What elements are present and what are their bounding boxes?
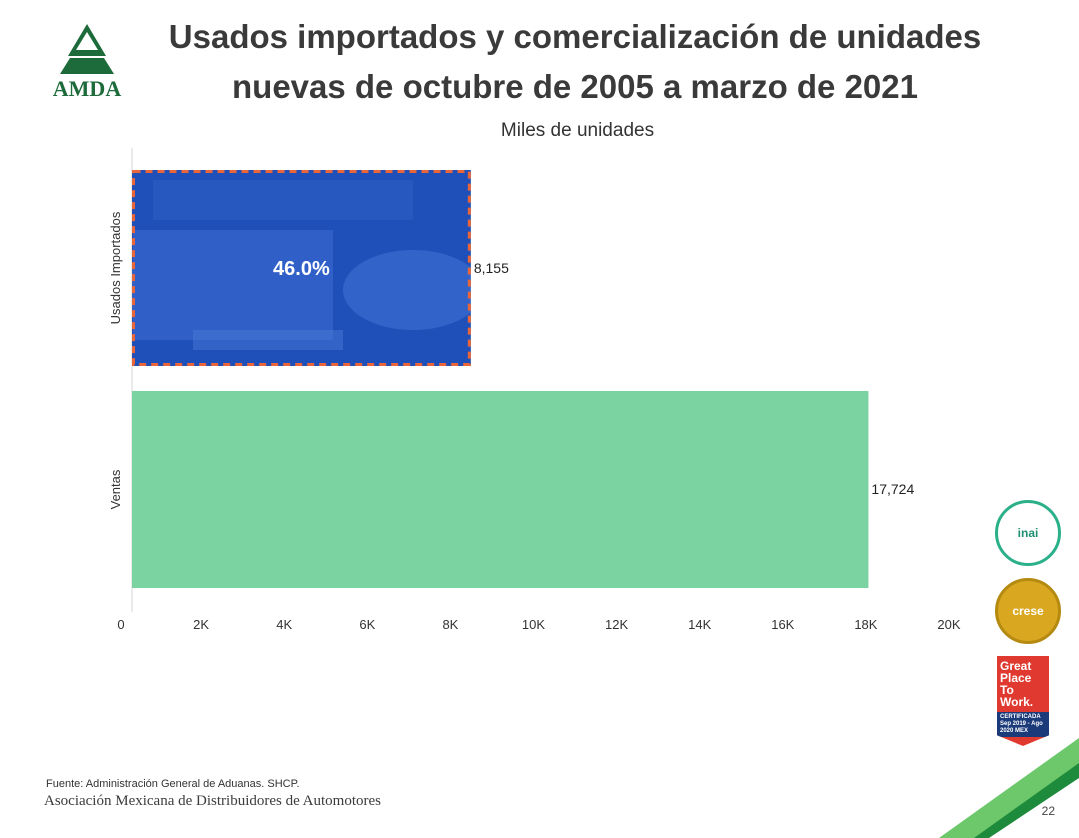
source-note: Fuente: Administración General de Aduana… <box>46 778 300 790</box>
x-tick-label: 2K <box>193 617 209 632</box>
great-place-to-work-badge: Great Place To Work. CERTIFICADA Sep 201… <box>997 656 1049 746</box>
title-line-2: nuevas de octubre de 2005 a marzo de 202… <box>232 68 918 105</box>
logo-text: AMDA <box>53 76 122 101</box>
gptw-line: To <box>1000 683 1014 697</box>
association-name: Asociación Mexicana de Distribuidores de… <box>44 793 382 809</box>
gptw-line: Great <box>1000 659 1032 673</box>
data-label: 17,724 <box>871 481 914 497</box>
x-tick-label: 16K <box>771 617 794 632</box>
certification-badges: inai crese Great Place To Work. CERTIFIC… <box>995 500 1061 746</box>
green-corner-decoration <box>939 738 1079 838</box>
category-label: Usados Importados <box>108 211 123 324</box>
data-label: 8,155 <box>474 260 509 276</box>
page-number: 22 <box>1041 804 1055 818</box>
page-title: Usados importados y comercialización de … <box>150 12 1000 112</box>
gptw-certified-band: CERTIFICADA Sep 2019 - Ago 2020 MEX <box>997 712 1049 737</box>
gptw-line: Work. <box>1000 695 1034 709</box>
x-tick-label: 10K <box>522 617 545 632</box>
x-tick-label: 6K <box>359 617 375 632</box>
amda-logo: AMDA <box>53 24 122 101</box>
bar-highlight-border <box>132 170 471 366</box>
category-label: Ventas <box>108 469 123 509</box>
gptw-line: Place <box>1000 671 1032 685</box>
x-tick-label: 0 <box>117 617 124 632</box>
title-line-1: Usados importados y comercialización de … <box>168 18 982 55</box>
bar-usados-importados <box>132 170 471 366</box>
x-tick-label: 18K <box>854 617 877 632</box>
x-tick-label: 4K <box>276 617 292 632</box>
inai-badge: inai <box>995 500 1061 566</box>
share-annotation: 46.0% <box>273 258 330 280</box>
bar-ventas <box>132 391 869 588</box>
chart-title: Miles de unidades <box>500 120 655 141</box>
x-tick-label: 20K <box>937 617 960 632</box>
crese-badge: crese <box>995 578 1061 644</box>
x-tick-label: 8K <box>442 617 458 632</box>
x-tick-label: 12K <box>605 617 628 632</box>
x-tick-label: 14K <box>688 617 711 632</box>
